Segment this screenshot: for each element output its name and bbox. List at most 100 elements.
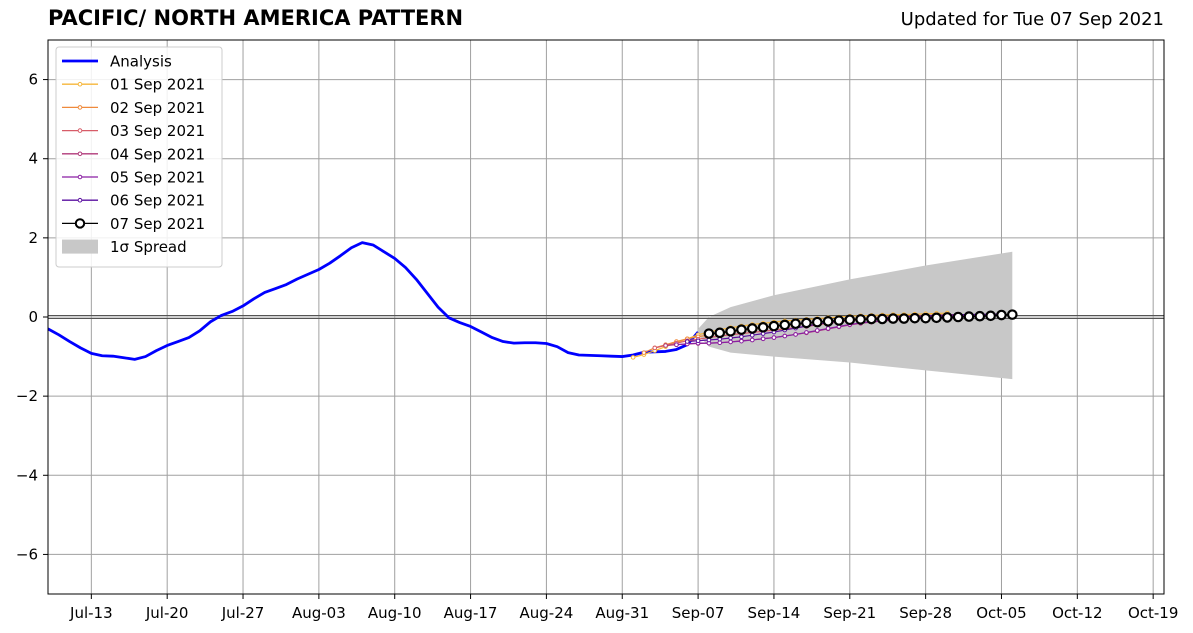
legend-swatch xyxy=(62,239,98,254)
forecast-point xyxy=(963,311,975,322)
x-tick-label: Sep-07 xyxy=(672,604,725,622)
forecast-point xyxy=(811,316,823,328)
x-tick-label: Oct-12 xyxy=(1052,604,1102,622)
x-tick-label: Aug-17 xyxy=(444,604,498,622)
legend-label: 01 Sep 2021 xyxy=(110,76,205,94)
forecast-point xyxy=(779,319,791,331)
legend-item: 07 Sep 2021 xyxy=(62,215,205,233)
forecast-point xyxy=(728,339,733,345)
legend-label: 02 Sep 2021 xyxy=(110,99,205,117)
y-tick-label: −6 xyxy=(16,545,38,563)
x-tick-label: Jul-27 xyxy=(221,604,265,622)
x-tick-label: Sep-21 xyxy=(823,604,876,622)
x-tick-label: Sep-14 xyxy=(748,604,801,622)
analysis-line xyxy=(47,241,700,361)
legend-marker xyxy=(77,174,83,180)
forecast-point xyxy=(782,333,788,339)
forecast-point xyxy=(804,330,809,335)
tick-layer: Jul-13 Jul-20 Jul-27 Aug-03 Aug-10 Aug-17 Aug-… xyxy=(16,71,1179,622)
forecast-point xyxy=(942,312,953,323)
forecast-point xyxy=(801,317,812,329)
legend-item: 06 Sep 2021 xyxy=(62,192,205,210)
forecast-point xyxy=(760,336,766,342)
forecast-point xyxy=(909,312,921,324)
x-tick-label: Sep-28 xyxy=(899,604,952,622)
forecast-point xyxy=(793,332,798,337)
forecast-point xyxy=(684,339,690,344)
legend-label: 07 Sep 2021 xyxy=(110,215,205,233)
forecast-point xyxy=(833,315,845,326)
legend-marker xyxy=(77,105,83,110)
forecast-point xyxy=(725,325,736,337)
legend-item: 02 Sep 2021 xyxy=(62,99,205,117)
x-tick-label: Jul-13 xyxy=(69,604,113,622)
x-tick-label: Aug-10 xyxy=(368,604,422,622)
forecast-point xyxy=(695,338,701,344)
x-tick-label: Aug-24 xyxy=(520,604,574,622)
legend-box xyxy=(55,46,223,268)
chart-title: PACIFIC/ NORTH AMERICA PATTERN xyxy=(48,6,464,30)
forecast-point xyxy=(866,313,877,325)
forecast-point xyxy=(887,313,899,324)
legend-item: 1σ Spread xyxy=(62,238,187,256)
legend-item: 04 Sep 2021 xyxy=(62,145,205,163)
legend-item: 03 Sep 2021 xyxy=(62,122,205,140)
forecast-point xyxy=(825,326,831,331)
legend: Analysis 01 Sep 2021 02 Sep 2021 03 Sep 202… xyxy=(55,46,223,268)
legend-label: Analysis xyxy=(110,53,172,71)
forecast-point xyxy=(876,313,888,325)
x-tick-label: Aug-31 xyxy=(595,604,649,622)
legend-item: 01 Sep 2021 xyxy=(62,76,205,94)
legend-label: 1σ Spread xyxy=(110,238,187,256)
chart-subtitle: Updated for Tue 07 Sep 2021 xyxy=(900,9,1164,30)
forecast-point xyxy=(790,318,801,330)
forecast-point xyxy=(1007,309,1018,320)
forecast-point xyxy=(974,310,986,322)
forecast-point xyxy=(898,313,910,324)
forecast-point xyxy=(749,332,755,338)
y-tick-label: 6 xyxy=(28,71,38,89)
legend-marker xyxy=(77,197,83,203)
x-tick-label: Oct-19 xyxy=(1128,604,1178,622)
legend-label: 04 Sep 2021 xyxy=(110,145,205,163)
x-tick-label: Jul-20 xyxy=(145,604,189,622)
forecast-point xyxy=(739,334,744,340)
legend-item: 05 Sep 2021 xyxy=(62,169,205,187)
legend-marker xyxy=(74,218,86,229)
forecast-point xyxy=(728,335,733,341)
forecast-point xyxy=(630,355,636,360)
legend-marker xyxy=(77,128,83,133)
y-tick-label: 0 xyxy=(28,308,38,326)
forecast-point xyxy=(703,328,715,339)
forecast-point xyxy=(931,312,942,324)
forecast-point xyxy=(768,320,780,332)
y-tick-label: 2 xyxy=(28,229,38,247)
forecast-point xyxy=(855,314,866,325)
x-tick-label: Oct-05 xyxy=(976,604,1026,622)
legend-label: 06 Sep 2021 xyxy=(110,192,205,210)
forecast-point xyxy=(822,316,834,327)
forecast-point xyxy=(920,312,931,324)
y-tick-label: −2 xyxy=(16,387,38,405)
forecast-point xyxy=(814,328,820,333)
forecast-point xyxy=(996,309,1007,321)
forecast-point xyxy=(663,343,668,348)
forecast-point xyxy=(714,327,726,339)
forecast-point xyxy=(746,323,758,334)
forecast-point xyxy=(736,324,747,335)
y-tick-label: 4 xyxy=(28,150,38,168)
forecast-point xyxy=(739,338,744,344)
forecast-point xyxy=(985,310,996,322)
forecast-point xyxy=(757,321,769,333)
forecast-point xyxy=(952,311,964,323)
legend-marker xyxy=(77,81,83,87)
x-tick-label: Aug-03 xyxy=(292,604,346,622)
grid xyxy=(48,40,1164,594)
forecast-point xyxy=(844,314,856,326)
forecast-point xyxy=(674,342,679,348)
analysis-layer xyxy=(47,241,700,361)
forecast-point xyxy=(641,350,647,355)
legend-item: Analysis xyxy=(62,53,172,71)
y-tick-label: −4 xyxy=(16,466,38,484)
